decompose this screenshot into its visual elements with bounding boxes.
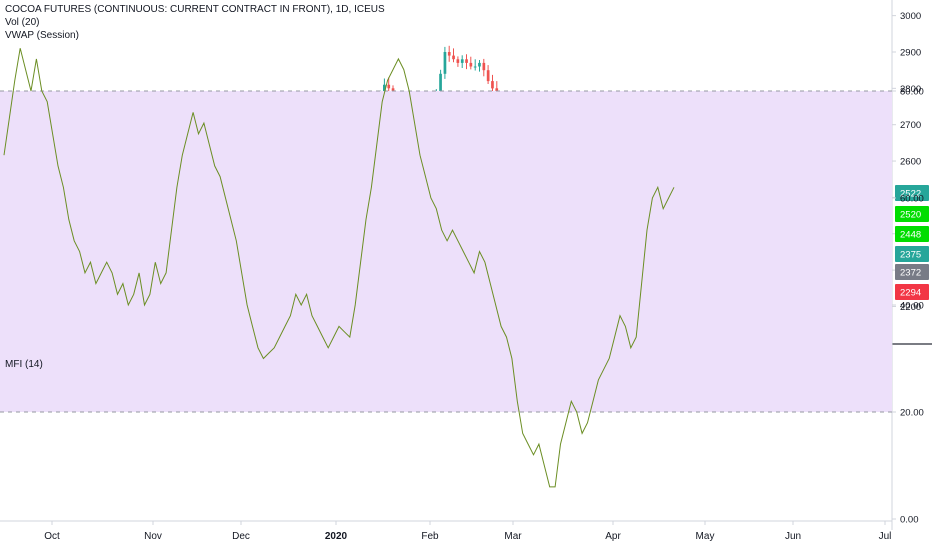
mfi-axis-label: 40.00 xyxy=(900,301,924,312)
time-axis-label: Jun xyxy=(785,531,801,542)
candle-body xyxy=(443,52,447,74)
mfi-axis-label: 20.00 xyxy=(900,408,924,419)
price-axis-label: 2800 xyxy=(900,84,921,95)
time-axis-label: 2020 xyxy=(325,531,348,542)
candle-body xyxy=(447,52,451,56)
mfi-pane-label: MFI (14) xyxy=(5,359,43,370)
time-axis-label: Mar xyxy=(504,531,522,542)
candle-body xyxy=(469,62,473,67)
price-axis-label: 2600 xyxy=(900,157,921,168)
time-axis-label: Nov xyxy=(144,531,162,542)
price-badge xyxy=(895,284,929,300)
time-axis-label: Apr xyxy=(605,531,621,542)
mfi-axis-label: 60.00 xyxy=(900,194,924,205)
price-badge-label: 2372 xyxy=(900,268,921,279)
candle-body xyxy=(452,55,455,60)
price-axis-label: 2900 xyxy=(900,47,921,58)
legend-volume: Vol (20) xyxy=(5,17,40,28)
mfi-axis-label: 80.00 xyxy=(900,87,924,98)
candle-body xyxy=(482,62,486,71)
candle-body xyxy=(486,70,490,82)
candle-body xyxy=(460,59,464,63)
candle-body xyxy=(387,84,391,89)
price-axis-label: 2700 xyxy=(900,120,921,131)
price-badge xyxy=(895,264,929,280)
mfi-band xyxy=(0,91,892,412)
mfi-axis-label: 0.00 xyxy=(900,515,919,526)
price-axis-label: 2200 xyxy=(900,302,921,313)
price-axis-label: 3000 xyxy=(900,11,921,22)
price-badge xyxy=(895,246,929,262)
price-badge-label: 2375 xyxy=(900,250,921,261)
price-badge-label: 2522 xyxy=(900,189,921,200)
time-axis-label: Oct xyxy=(44,531,60,542)
candle-body xyxy=(456,59,460,63)
price-badge xyxy=(895,206,929,222)
candle-body xyxy=(491,81,494,89)
candle-body xyxy=(478,62,481,67)
mfi-line xyxy=(3,48,675,488)
price-badge xyxy=(895,226,929,242)
time-axis-label: Jul xyxy=(879,531,892,542)
time-axis-label: May xyxy=(696,531,715,542)
candle-body xyxy=(473,66,477,68)
time-axis-label: Dec xyxy=(232,531,250,542)
price-badge-label: 2520 xyxy=(900,210,921,221)
candle-body xyxy=(465,59,468,63)
candle-body xyxy=(439,73,442,92)
legend: COCOA FUTURES (CONTINUOUS: CURRENT CONTR… xyxy=(5,3,385,42)
legend-vwap: VWAP (Session) xyxy=(5,30,79,41)
price-badge-label: 2294 xyxy=(900,288,921,299)
candle-body xyxy=(383,84,386,96)
price-badge xyxy=(895,185,929,201)
time-axis-label: Feb xyxy=(421,531,439,542)
legend-title: COCOA FUTURES (CONTINUOUS: CURRENT CONTR… xyxy=(5,4,385,15)
price-badge-label: 2448 xyxy=(900,230,921,241)
